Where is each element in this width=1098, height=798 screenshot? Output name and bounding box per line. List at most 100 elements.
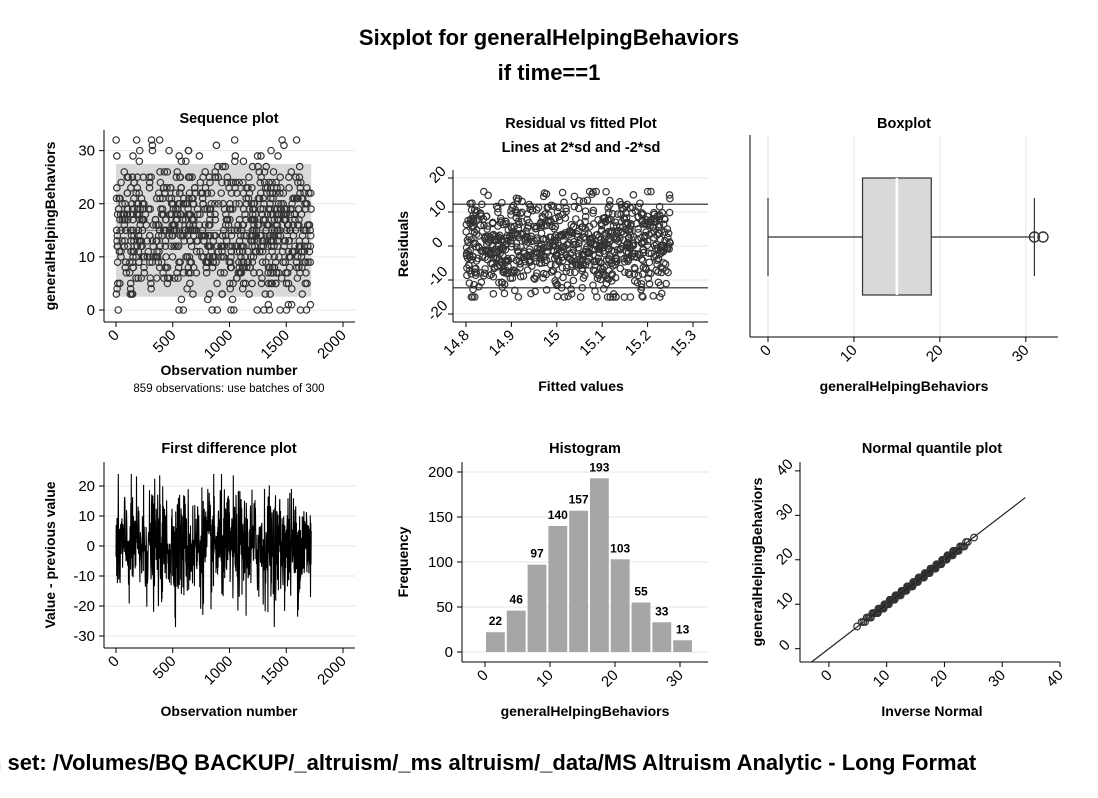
- res-xtick-label: 14.8: [440, 327, 473, 360]
- sequence-point: [265, 306, 274, 314]
- sequence-point: [250, 215, 258, 224]
- sequence-point: [121, 258, 130, 266]
- residual-point: [629, 233, 638, 241]
- sequence-xlabel: Observation number: [161, 362, 298, 378]
- residual-point: [660, 259, 668, 267]
- sequence-point: [115, 247, 124, 256]
- residual-point: [496, 218, 505, 227]
- box-outlier: [1028, 231, 1041, 243]
- residual-point: [634, 250, 642, 258]
- residual-point: [581, 212, 590, 221]
- qq-xtick-label: 30: [985, 667, 1009, 691]
- residual-point: [553, 208, 562, 216]
- residual-point: [601, 241, 609, 250]
- residual-point: [465, 261, 473, 270]
- sequence-point: [195, 221, 204, 229]
- residual-point: [485, 271, 494, 280]
- residual-point: [625, 270, 634, 279]
- residual-point: [634, 225, 642, 233]
- sequence-point: [274, 152, 282, 160]
- residual-point: [507, 229, 516, 238]
- sequence-point: [295, 237, 304, 245]
- normal-quantile-plot: Normal quantile plot 0 10 20 30 40 0 10 20 30 40 In…: [749, 441, 1067, 719]
- sequence-point: [138, 215, 146, 224]
- sequence-point: [180, 194, 188, 203]
- sequence-point: [189, 290, 197, 298]
- sequence-point: [130, 231, 138, 240]
- box-xtick-label: 0: [757, 342, 775, 360]
- residual-point: [514, 194, 523, 203]
- residual-point: [642, 216, 651, 224]
- residual-point: [502, 269, 511, 278]
- sequence-point: [218, 290, 227, 298]
- sequence-point: [242, 263, 251, 272]
- sequence-point: [161, 237, 170, 245]
- histogram-bar: [527, 564, 547, 652]
- sequence-point: [273, 221, 282, 229]
- residual-point: [599, 270, 607, 279]
- histogram-bar-label: 55: [634, 585, 648, 599]
- sequence-point: [302, 184, 311, 192]
- histogram-bar-label: 140: [548, 508, 568, 522]
- residual-point: [482, 246, 491, 254]
- residual-point: [601, 229, 609, 238]
- sequence-point: [226, 215, 234, 224]
- sequence-point: [262, 162, 271, 171]
- sequence-point: [246, 263, 254, 272]
- sequence-point: [192, 247, 201, 256]
- residual-point: [469, 239, 478, 248]
- sequence-point: [282, 279, 291, 288]
- residual-point: [528, 237, 536, 246]
- residual-point: [660, 214, 669, 223]
- residual-point: [643, 187, 652, 196]
- residual-point: [634, 271, 643, 280]
- sequence-point: [135, 146, 144, 155]
- residual-point: [620, 293, 629, 301]
- sequence-point: [187, 242, 196, 251]
- sequence-point: [185, 173, 194, 181]
- sequence-point: [248, 184, 256, 192]
- residual-point: [575, 239, 583, 248]
- sequence-point: [248, 231, 256, 240]
- residual-point: [567, 228, 576, 237]
- sequence-point: [180, 231, 188, 240]
- sequence-point: [185, 194, 193, 203]
- histogram-bar: [631, 602, 651, 652]
- sequence-point: [293, 221, 302, 229]
- sequence-point: [133, 199, 141, 208]
- residual-point: [544, 218, 553, 227]
- residual-point: [467, 270, 476, 278]
- sequence-point: [259, 194, 267, 203]
- sequence-point: [148, 237, 157, 245]
- residual-point: [585, 235, 594, 243]
- sequence-point: [176, 189, 184, 197]
- residual-point: [527, 232, 536, 241]
- histogram-bar: [548, 526, 568, 652]
- residual-point: [565, 239, 573, 247]
- sequence-point: [303, 199, 311, 208]
- sequence-point: [209, 237, 218, 245]
- sequence-point: [207, 189, 216, 197]
- sequence-point: [145, 178, 154, 187]
- sequence-point: [205, 290, 214, 298]
- sequence-point: [226, 263, 235, 272]
- sequence-point: [195, 152, 204, 160]
- sequence-point: [134, 231, 143, 240]
- residual-point: [472, 230, 481, 238]
- residual-point: [470, 206, 479, 214]
- sequence-point: [260, 306, 268, 314]
- sequence-point: [254, 194, 263, 203]
- residual-point: [545, 241, 553, 250]
- sequence-point: [145, 184, 154, 192]
- sequence-point: [117, 253, 125, 261]
- sequence-point: [288, 199, 296, 208]
- sequence-point: [156, 194, 164, 203]
- figure-title: Sixplot for generalHelpingBehaviors: [359, 25, 739, 50]
- residual-point: [554, 238, 562, 247]
- residual-point: [602, 279, 611, 288]
- sequence-point: [253, 152, 262, 160]
- sequence-point: [126, 290, 135, 298]
- sequence-point: [264, 269, 272, 277]
- sequence-point: [237, 226, 246, 235]
- res-ytick-label: 0: [429, 234, 447, 252]
